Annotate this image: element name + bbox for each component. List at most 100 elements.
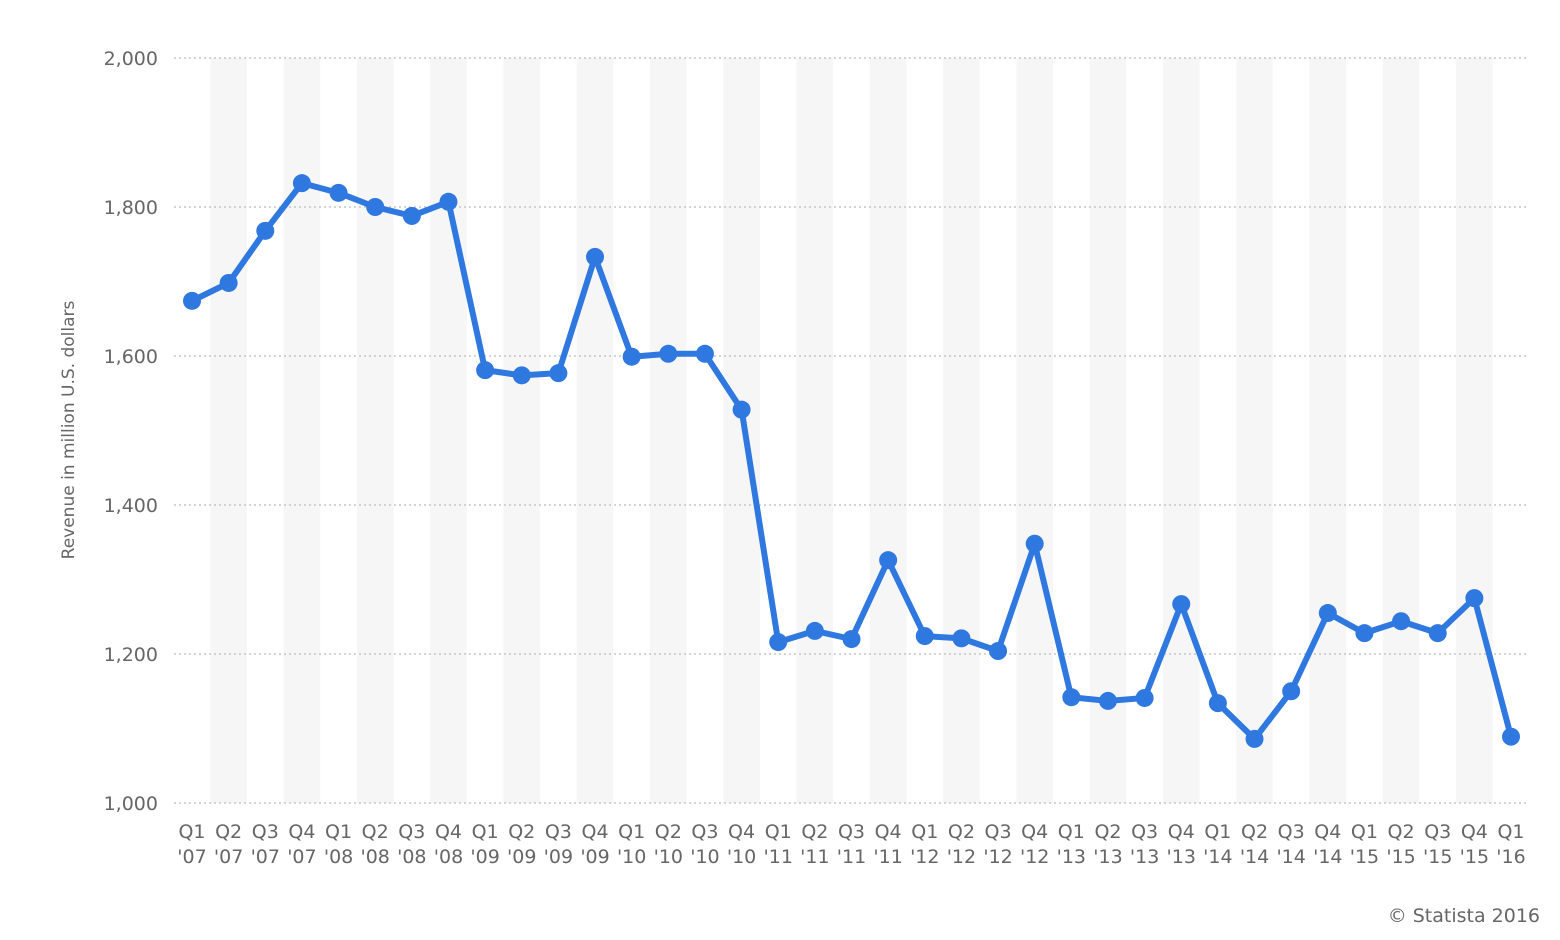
data-point [1465,589,1484,608]
y-tick-label: 1,800 [104,197,158,219]
data-point [402,206,421,225]
column-band [503,58,541,803]
x-tick-label: Q1 '12 [910,821,940,868]
x-tick-label: Q4 '07 [287,821,317,868]
data-point [915,627,934,646]
data-point [256,221,275,240]
column-band [1236,58,1273,803]
x-tick-label: Q4 '11 [873,821,903,868]
x-tick-label: Q2 '13 [1093,821,1123,868]
x-tick-label: Q1 '13 [1056,821,1087,868]
x-tick-label: Q1 '14 [1203,821,1233,868]
x-tick-label: Q2 '12 [946,821,977,868]
x-tick-label: Q4 '10 [726,821,757,868]
data-point [549,364,568,383]
x-tick-label: Q4 '13 [1166,821,1196,868]
data-point [1135,688,1154,707]
data-point [183,291,201,310]
x-tick-label: Q3 '07 [250,821,280,868]
x-tick-label: Q4 '15 [1459,821,1490,868]
data-point [476,361,495,380]
y-axis-label: Revenue in million U.S. dollars [59,300,79,559]
x-tick-label: Q2 '15 [1386,821,1416,868]
y-tick-label: 1,200 [104,644,158,666]
column-band [356,58,394,803]
data-point [586,247,605,266]
x-tick-label: Q2 '14 [1239,821,1270,868]
data-point [989,642,1008,661]
data-point [1172,595,1191,614]
x-tick-label: Q3 '10 [690,821,720,868]
x-tick-label: Q4 '08 [433,821,464,868]
column-band [430,58,467,803]
x-tick-label: Q1 '11 [763,821,793,868]
x-tick-label: Q1 '15 [1349,821,1380,868]
data-point [366,198,385,216]
data-point [329,183,348,202]
x-tick-label: Q3 '09 [543,821,574,868]
data-point [1062,688,1081,707]
data-point [1502,727,1520,746]
x-tick-label: Q2 '07 [213,821,244,868]
data-point [1318,604,1337,623]
x-tick-label: Q4 '09 [580,821,610,868]
column-band [869,58,907,803]
x-tick-label: Q2 '08 [360,821,390,868]
x-tick-label: Q3 '11 [836,821,867,868]
x-tick-label: Q3 '08 [397,821,427,868]
x-tick-label: Q4 '14 [1313,821,1343,868]
source: © Statista 2016 [1388,905,1540,927]
data-point [512,366,531,385]
data-point [659,344,678,363]
data-point [1098,691,1117,710]
data-point [1208,694,1227,713]
data-point [695,344,714,363]
data-point [219,273,238,292]
x-tick-label: Q3 '15 [1423,821,1453,868]
data-point [439,192,458,211]
x-tick-label: Q1 '09 [470,821,500,868]
column-band [210,58,247,803]
column-band [723,58,760,803]
column-band [1456,58,1493,803]
data-point [879,551,898,570]
x-tick-label: Q1 '16 [1496,821,1526,868]
x-tick-label: Q3 '14 [1276,821,1306,868]
y-tick-label: 2,000 [104,48,158,70]
column-band [649,58,687,803]
data-point [1245,729,1264,748]
x-tick-label: Q3 '12 [983,821,1013,868]
data-point [292,174,311,193]
column-band [943,58,980,803]
x-tick-label: Q4 '12 [1019,821,1050,868]
data-point [805,621,824,640]
data-point [842,630,861,649]
column-band [283,58,321,803]
y-tick-label: 1,400 [104,495,158,517]
column-band [576,58,614,803]
column-band [796,58,834,803]
data-point [1392,612,1411,631]
column-band [1089,58,1127,803]
data-point [732,400,751,419]
x-tick-label: Q2 '11 [800,821,830,868]
x-tick-label: Q3 '13 [1129,821,1160,868]
data-point [769,633,788,652]
column-band [1309,58,1347,803]
y-tick-label: 1,600 [104,346,158,368]
y-tick-label: 1,000 [104,793,158,815]
x-tick-label: Q2 '09 [507,821,537,868]
column-band [1162,58,1200,803]
x-tick-label: Q1 '10 [616,821,647,868]
data-point [952,629,971,648]
data-point [1025,534,1044,553]
column-band [1382,58,1420,803]
column-band [1016,58,1054,803]
data-point [1282,682,1301,701]
x-tick-label: Q1 '08 [323,821,354,868]
data-point [622,347,641,366]
data-point [1355,624,1374,643]
data-point [1428,624,1447,643]
